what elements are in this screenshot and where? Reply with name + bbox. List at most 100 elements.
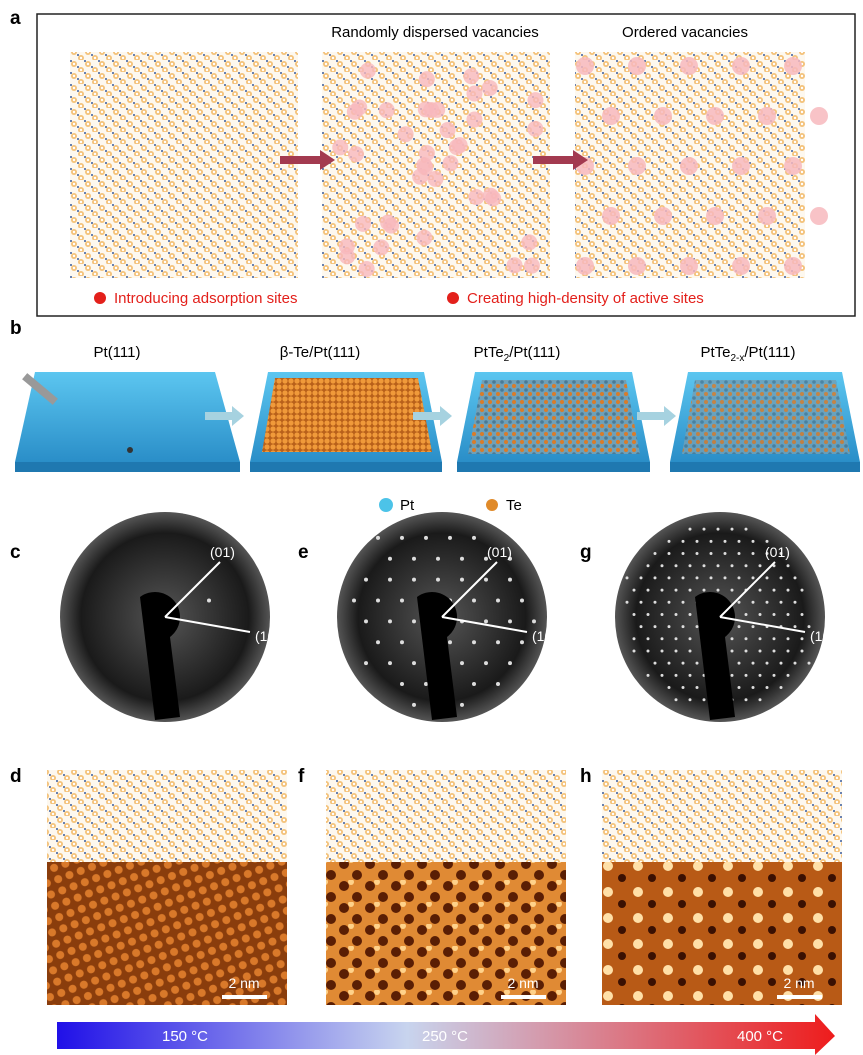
leed-spot: [759, 637, 762, 640]
leed-spot: [689, 613, 692, 616]
leed-spot: [647, 589, 650, 592]
vacancy: [466, 112, 482, 128]
leed-spot: [682, 540, 685, 543]
leed-spot: [801, 613, 804, 616]
vacancy: [379, 102, 395, 118]
legend-label: Te: [506, 497, 522, 514]
vacancy: [732, 157, 750, 175]
scale-bar-label: 2 nm: [507, 975, 538, 991]
leed-spot: [376, 640, 380, 644]
leed-spot: [472, 682, 476, 686]
leed-spot: [654, 662, 657, 665]
leed-spot: [752, 662, 755, 665]
leed-spot: [752, 601, 755, 604]
vacancy: [466, 85, 482, 101]
spot-label: (10): [810, 628, 835, 644]
leed-spot: [689, 674, 692, 677]
leed-spot: [388, 619, 392, 623]
panel-label: g: [580, 542, 592, 563]
legend-marker: [379, 498, 393, 512]
leed-spot: [484, 619, 488, 623]
vacancy: [758, 107, 776, 125]
lattice: [70, 52, 298, 278]
leed-spot: [745, 698, 748, 701]
leed-spot: [364, 661, 368, 665]
vacancy: [527, 92, 543, 108]
leed-spot: [640, 601, 643, 604]
vacancy: [355, 216, 371, 232]
leed-spot: [696, 625, 699, 628]
leed-spot: [752, 576, 755, 579]
vacancy: [463, 68, 479, 84]
leed-spot: [724, 552, 727, 555]
leed-spot: [766, 540, 769, 543]
vacancy: [440, 122, 456, 138]
scale-bar: [501, 995, 546, 999]
leed-spot: [412, 557, 416, 561]
vacancy: [810, 107, 828, 125]
leed-spot: [496, 682, 500, 686]
leed-spot: [682, 552, 685, 555]
leed-spot: [745, 564, 748, 567]
leed-spot: [654, 552, 657, 555]
vacancy: [482, 80, 498, 96]
leed-spot: [703, 589, 706, 592]
leed-spot: [675, 589, 678, 592]
vacancy: [442, 155, 458, 171]
leed-spot: [424, 536, 428, 540]
leed-spot: [640, 625, 643, 628]
vacancy: [784, 157, 802, 175]
figure: a Randomly dispersed vacancies Ordered v…: [0, 0, 863, 1055]
vacancy: [332, 139, 348, 155]
leed-spot: [773, 637, 776, 640]
leed-spot: [689, 698, 692, 701]
panel-title: Ordered vacancies: [622, 24, 748, 41]
leed-spot: [412, 578, 416, 582]
leed-spot: [661, 589, 664, 592]
vacancy: [524, 258, 540, 274]
panel-label: c: [10, 542, 21, 563]
leed-spot: [780, 576, 783, 579]
leed-spot: [626, 601, 629, 604]
leed-spot: [759, 589, 762, 592]
vacancy: [654, 107, 672, 125]
leed-spot: [633, 589, 636, 592]
leed-spot: [400, 536, 404, 540]
structure-model: [326, 770, 566, 862]
leed-spot: [460, 661, 464, 665]
leed-spot: [661, 674, 664, 677]
vacancy: [732, 257, 750, 275]
leed-spot: [400, 640, 404, 644]
bullet: [94, 292, 106, 304]
vacancy: [758, 207, 776, 225]
vacancy: [351, 99, 367, 115]
vacancy: [419, 145, 435, 161]
leed-spot: [703, 528, 706, 531]
leed-spot: [794, 601, 797, 604]
leed-spot: [668, 662, 671, 665]
leed-spot: [647, 649, 650, 652]
leed-spot: [400, 682, 404, 686]
leed-spot: [731, 637, 734, 640]
leed-spot: [738, 662, 741, 665]
leed-spot: [696, 540, 699, 543]
leed-spot: [717, 528, 720, 531]
leed-spot: [787, 613, 790, 616]
stage-label: Pt(111): [94, 344, 141, 361]
leed-spot: [647, 637, 650, 640]
leed-spot: [689, 589, 692, 592]
vacancy: [468, 189, 484, 205]
leed-spot: [472, 536, 476, 540]
vacancy: [373, 239, 389, 255]
leed-spot: [640, 576, 643, 579]
leed-spot: [738, 540, 741, 543]
leed-spot: [689, 649, 692, 652]
leed-spot: [731, 674, 734, 677]
vacancy: [680, 157, 698, 175]
leed-spot: [703, 564, 706, 567]
leed-spot: [633, 637, 636, 640]
leed-spot: [675, 649, 678, 652]
leed-spot: [520, 599, 524, 603]
vacancy: [348, 146, 364, 162]
stage-label: PtTe2-x/Pt(111): [700, 344, 795, 364]
